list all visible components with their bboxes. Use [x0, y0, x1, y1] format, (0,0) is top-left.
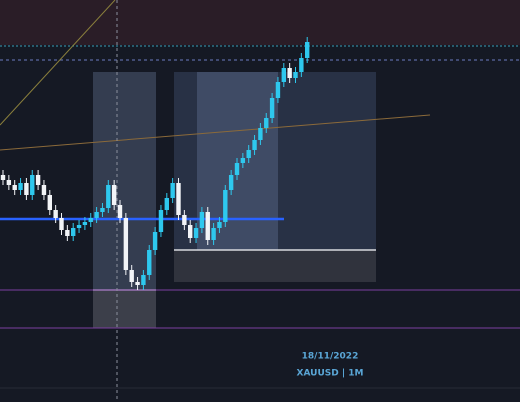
candle-body	[281, 68, 286, 82]
candle-body	[305, 42, 310, 58]
candle-body	[30, 175, 35, 195]
candle-body	[35, 175, 41, 185]
symbol-label: XAUUSD | 1M	[297, 369, 364, 379]
candle-body	[71, 228, 76, 236]
candle-body	[211, 228, 216, 240]
candle-body	[170, 183, 175, 198]
candle-body	[293, 72, 298, 78]
candle-body	[135, 282, 140, 285]
candle-body	[53, 210, 58, 218]
candle-body	[182, 215, 187, 225]
candle-body	[199, 212, 205, 228]
candle-body	[246, 150, 251, 158]
candle-body	[123, 218, 129, 270]
candle-body	[269, 98, 275, 118]
candle-body	[217, 222, 222, 228]
candle-body	[106, 185, 111, 208]
candle-body	[129, 270, 134, 282]
candle-body	[164, 198, 169, 210]
candle-body	[18, 183, 23, 190]
candle-body	[117, 205, 123, 218]
candle-body	[188, 225, 193, 238]
candle-body	[82, 222, 88, 225]
candle-body	[41, 185, 47, 195]
candle-body	[205, 212, 210, 240]
candle-body	[176, 183, 181, 215]
candle-body	[258, 128, 263, 140]
candle-body	[0, 175, 6, 180]
candle-body	[24, 183, 29, 195]
candle-body	[264, 118, 269, 128]
date-label: 18/11/2022	[302, 352, 359, 362]
candles	[0, 37, 310, 290]
candle-body	[147, 250, 152, 275]
candle-body	[100, 208, 105, 212]
candle-body	[152, 232, 158, 250]
candle-body	[94, 212, 99, 218]
candle-body	[193, 228, 199, 238]
candle-body	[299, 58, 304, 72]
candle-body	[234, 163, 240, 175]
candle-body	[141, 275, 146, 285]
candle-body	[76, 225, 82, 228]
candle-body	[158, 210, 164, 232]
trend-line	[0, 0, 116, 126]
candle-body	[12, 185, 17, 190]
candle-body	[275, 82, 281, 98]
candle-body	[59, 218, 64, 230]
candle-body	[65, 230, 70, 236]
candle-body	[6, 180, 12, 185]
candle-body	[47, 195, 52, 210]
candle-body	[223, 190, 228, 222]
zone-box	[174, 250, 376, 282]
candle-body	[88, 218, 93, 222]
candle-body	[228, 175, 234, 190]
candle-body	[240, 158, 246, 163]
trend-line	[0, 114, 431, 151]
candle-body	[252, 140, 257, 150]
top-zone	[0, 0, 520, 45]
zone-box	[93, 290, 156, 328]
candle-body	[287, 68, 292, 78]
candle-body	[111, 185, 117, 205]
